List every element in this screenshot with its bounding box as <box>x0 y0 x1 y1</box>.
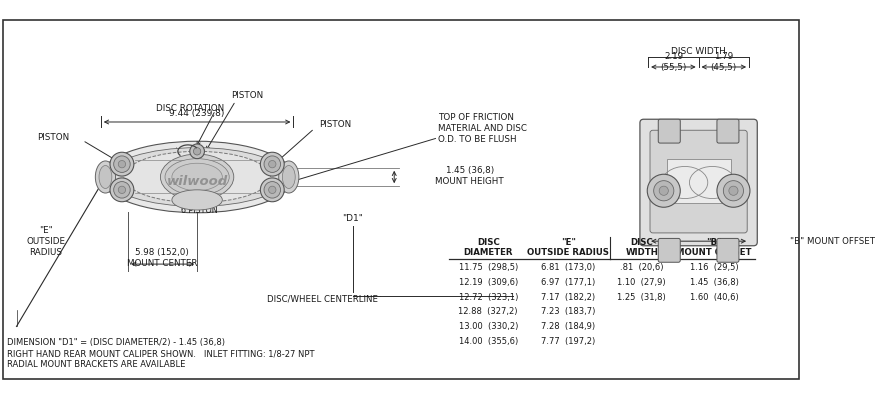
Text: 13.00  (330,2): 13.00 (330,2) <box>458 322 518 331</box>
Text: 1.79
(45,5): 1.79 (45,5) <box>710 53 737 72</box>
Circle shape <box>717 174 750 207</box>
Text: wilwood: wilwood <box>166 175 228 188</box>
Ellipse shape <box>160 154 234 200</box>
Text: DISC/WHEEL CENTERLINE: DISC/WHEEL CENTERLINE <box>267 295 378 303</box>
FancyBboxPatch shape <box>640 119 757 246</box>
Text: 1.45 (36,8)
MOUNT HEIGHT: 1.45 (36,8) MOUNT HEIGHT <box>436 166 504 186</box>
Ellipse shape <box>108 148 286 206</box>
Circle shape <box>118 186 126 193</box>
Text: 2.19
(55,5): 2.19 (55,5) <box>661 53 687 72</box>
Text: WIDTH: WIDTH <box>626 248 658 257</box>
Text: DIMENSION "D1" = (DISC DIAMETER/2) - 1.45 (36,8): DIMENSION "D1" = (DISC DIAMETER/2) - 1.4… <box>7 338 226 347</box>
Circle shape <box>724 181 744 201</box>
Text: 12.72  (323,1): 12.72 (323,1) <box>458 293 518 302</box>
Circle shape <box>648 174 680 207</box>
Ellipse shape <box>101 141 293 213</box>
Ellipse shape <box>283 166 295 189</box>
Circle shape <box>269 186 276 193</box>
Text: "B" MOUNT OFFSET: "B" MOUNT OFFSET <box>790 237 875 246</box>
Text: 1.16  (29,5): 1.16 (29,5) <box>690 263 738 272</box>
Text: 1.60  (40,6): 1.60 (40,6) <box>690 293 738 302</box>
Ellipse shape <box>165 159 229 195</box>
FancyBboxPatch shape <box>717 119 739 143</box>
Circle shape <box>114 156 130 172</box>
Text: 1.45  (36,8): 1.45 (36,8) <box>690 278 738 287</box>
Text: 1.25  (31,8): 1.25 (31,8) <box>618 293 666 302</box>
Bar <box>667 159 731 203</box>
Text: TOP OF FRICTION
MATERIAL AND DISC
O.D. TO BE FLUSH: TOP OF FRICTION MATERIAL AND DISC O.D. T… <box>438 113 528 144</box>
Text: 9.44 (239,8): 9.44 (239,8) <box>170 109 225 118</box>
Circle shape <box>264 156 281 172</box>
Circle shape <box>190 144 205 159</box>
Circle shape <box>729 186 738 195</box>
Circle shape <box>114 181 130 198</box>
FancyBboxPatch shape <box>658 238 680 262</box>
Ellipse shape <box>172 190 222 210</box>
Circle shape <box>264 181 281 198</box>
Text: DISC: DISC <box>477 238 500 247</box>
Circle shape <box>110 178 134 202</box>
Text: 1.10  (27,9): 1.10 (27,9) <box>618 278 666 287</box>
Circle shape <box>269 160 276 168</box>
Ellipse shape <box>123 151 270 203</box>
Text: PISTON: PISTON <box>37 133 69 142</box>
Text: 12.88  (327,2): 12.88 (327,2) <box>458 307 518 316</box>
Text: 11.75  (298,5): 11.75 (298,5) <box>458 263 518 272</box>
Ellipse shape <box>95 161 116 193</box>
Text: PISTON: PISTON <box>232 91 263 100</box>
FancyBboxPatch shape <box>717 238 739 262</box>
Text: 14.00  (355,6): 14.00 (355,6) <box>458 337 518 345</box>
FancyBboxPatch shape <box>650 130 747 233</box>
Text: 5.98 (152,0)
MOUNT CENTER: 5.98 (152,0) MOUNT CENTER <box>127 248 198 268</box>
Circle shape <box>118 160 126 168</box>
Circle shape <box>261 152 284 176</box>
Ellipse shape <box>172 163 222 191</box>
Text: DIAMETER: DIAMETER <box>464 248 513 257</box>
Text: 6.81  (173,0): 6.81 (173,0) <box>542 263 596 272</box>
Ellipse shape <box>99 166 112 189</box>
Text: MOUNT OFFSET: MOUNT OFFSET <box>676 248 752 257</box>
Text: .81  (20,6): .81 (20,6) <box>620 263 663 272</box>
Circle shape <box>659 186 668 195</box>
Text: "E"
OUTSIDE
RADIUS: "E" OUTSIDE RADIUS <box>26 226 66 257</box>
FancyBboxPatch shape <box>658 119 680 143</box>
Text: RIGHT HAND REAR MOUNT CALIPER SHOWN.   INLET FITTING: 1/8-27 NPT: RIGHT HAND REAR MOUNT CALIPER SHOWN. INL… <box>7 349 315 359</box>
Text: 7.28  (184,9): 7.28 (184,9) <box>542 322 596 331</box>
Text: OUTSIDE RADIUS: OUTSIDE RADIUS <box>528 248 609 257</box>
Text: "E": "E" <box>561 238 576 247</box>
Text: 7.17  (182,2): 7.17 (182,2) <box>542 293 596 302</box>
Text: DISC: DISC <box>630 238 653 247</box>
Circle shape <box>261 178 284 202</box>
Text: 7.77  (197,2): 7.77 (197,2) <box>542 337 596 345</box>
Text: 12.19  (309,6): 12.19 (309,6) <box>458 278 518 287</box>
Text: "D1": "D1" <box>342 214 363 223</box>
Circle shape <box>110 152 134 176</box>
Ellipse shape <box>279 161 299 193</box>
Text: PISTON: PISTON <box>319 120 351 129</box>
Text: RADIAL MOUNT BRACKETS ARE AVAILABLE: RADIAL MOUNT BRACKETS ARE AVAILABLE <box>7 359 186 369</box>
Text: "B": "B" <box>706 238 722 247</box>
Circle shape <box>193 148 200 155</box>
Text: 6 PISTON: 6 PISTON <box>180 205 217 215</box>
Circle shape <box>654 181 674 201</box>
Text: 6.97  (177,1): 6.97 (177,1) <box>542 278 596 287</box>
Text: DISC ROTATION: DISC ROTATION <box>156 104 224 113</box>
Text: DISC WIDTH: DISC WIDTH <box>671 47 726 56</box>
Text: 7.23  (183,7): 7.23 (183,7) <box>542 307 596 316</box>
